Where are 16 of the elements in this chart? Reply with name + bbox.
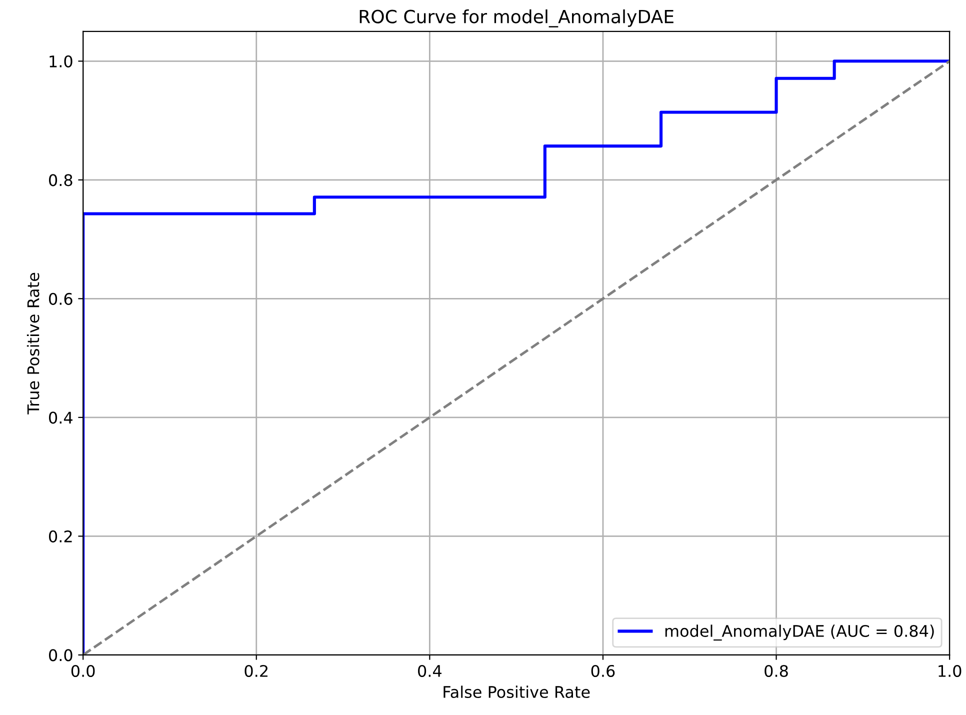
x-axis-title: False Positive Rate [444, 686, 590, 698]
y-tick-label: 0.0 [49, 649, 72, 662]
y-tick-label: 0.8 [49, 174, 72, 186]
y-axis-title: True Positive Rate [26, 272, 40, 414]
y-tick-label: 0.4 [49, 412, 72, 424]
y-tick-label: 0.6 [49, 292, 72, 305]
y-tick-label: 0.2 [49, 530, 72, 542]
x-tick-label: 0.2 [244, 664, 268, 678]
x-tick-label: 0.8 [764, 664, 788, 678]
chart-title: ROC Curve for model_AnomalyDAE [360, 9, 674, 28]
y-tick-label: 1.0 [50, 55, 72, 68]
x-tick-label: 0.6 [591, 664, 615, 678]
x-tick-label: 0.4 [418, 664, 442, 678]
x-tick-label: 1.0 [938, 664, 962, 678]
legend-label: model_AnomalyDAE (AUC = 0.84) [665, 624, 934, 641]
x-tick-label: 0.0 [71, 664, 95, 678]
